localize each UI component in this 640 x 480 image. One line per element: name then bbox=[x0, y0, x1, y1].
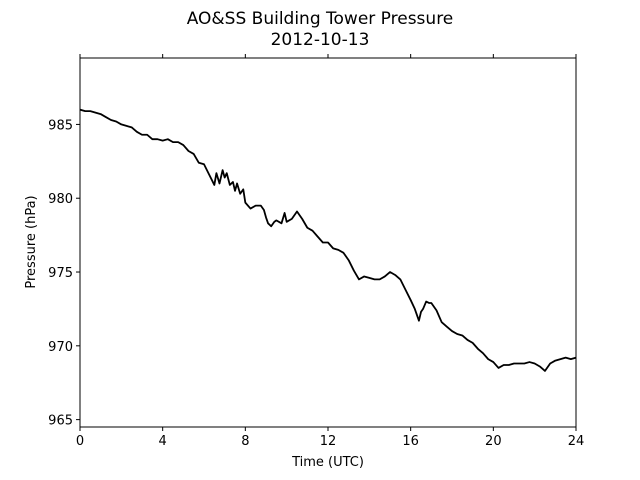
pressure-series-line bbox=[80, 108, 576, 372]
x-tick-label: 8 bbox=[241, 434, 249, 449]
x-axis: 0 4 8 12 16 20 24 bbox=[76, 54, 584, 449]
x-tick-label: 24 bbox=[568, 434, 585, 449]
x-tick-label: 20 bbox=[485, 434, 502, 449]
y-tick-label: 980 bbox=[48, 192, 73, 207]
x-axis-label: Time (UTC) bbox=[291, 455, 364, 470]
x-tick-label: 0 bbox=[76, 434, 84, 449]
x-tick-label: 4 bbox=[159, 434, 167, 449]
y-tick-label: 985 bbox=[48, 118, 73, 133]
x-tick-label: 16 bbox=[402, 434, 419, 449]
chart-subtitle: 2012-10-13 bbox=[271, 30, 370, 50]
y-axis-label: Pressure (hPa) bbox=[24, 195, 39, 288]
y-tick-label: 975 bbox=[48, 266, 73, 281]
y-axis: 965 970 975 980 985 bbox=[48, 118, 80, 429]
y-tick-label: 970 bbox=[48, 340, 73, 355]
x-tick-label: 12 bbox=[320, 434, 337, 449]
chart-title: AO&SS Building Tower Pressure bbox=[187, 9, 454, 29]
y-tick-label: 965 bbox=[48, 414, 73, 429]
